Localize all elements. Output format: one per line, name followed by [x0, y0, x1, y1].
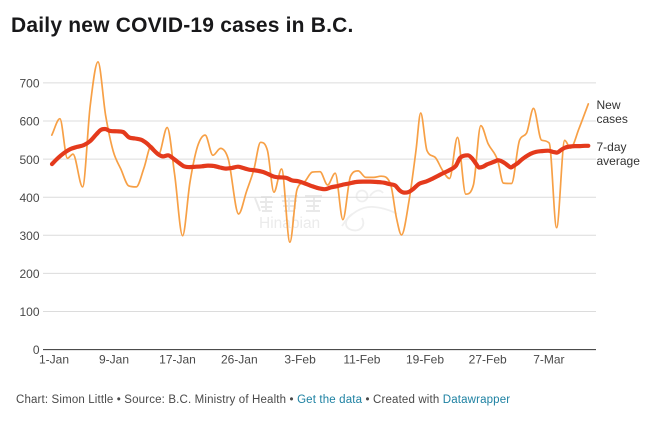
svg-text:27-Feb: 27-Feb: [469, 353, 507, 367]
svg-text:7-Mar: 7-Mar: [533, 353, 564, 367]
svg-text:Hinabian: Hinabian: [259, 215, 320, 232]
svg-text:700: 700: [19, 77, 39, 91]
svg-text:11-Feb: 11-Feb: [343, 353, 380, 367]
svg-text:26-Jan: 26-Jan: [221, 353, 258, 367]
svg-text:200: 200: [19, 267, 39, 281]
svg-text:19-Feb: 19-Feb: [406, 353, 444, 367]
svg-text:500: 500: [19, 153, 39, 167]
svg-text:400: 400: [19, 191, 39, 205]
svg-text:300: 300: [19, 229, 39, 243]
svg-text:0: 0: [33, 343, 40, 357]
svg-text:600: 600: [19, 115, 39, 129]
svg-text:17-Jan: 17-Jan: [159, 353, 196, 367]
svg-text:9-Jan: 9-Jan: [99, 353, 129, 367]
svg-text:1-Jan: 1-Jan: [39, 353, 69, 367]
svg-text:3-Feb: 3-Feb: [284, 353, 316, 367]
svg-text:100: 100: [19, 305, 39, 319]
